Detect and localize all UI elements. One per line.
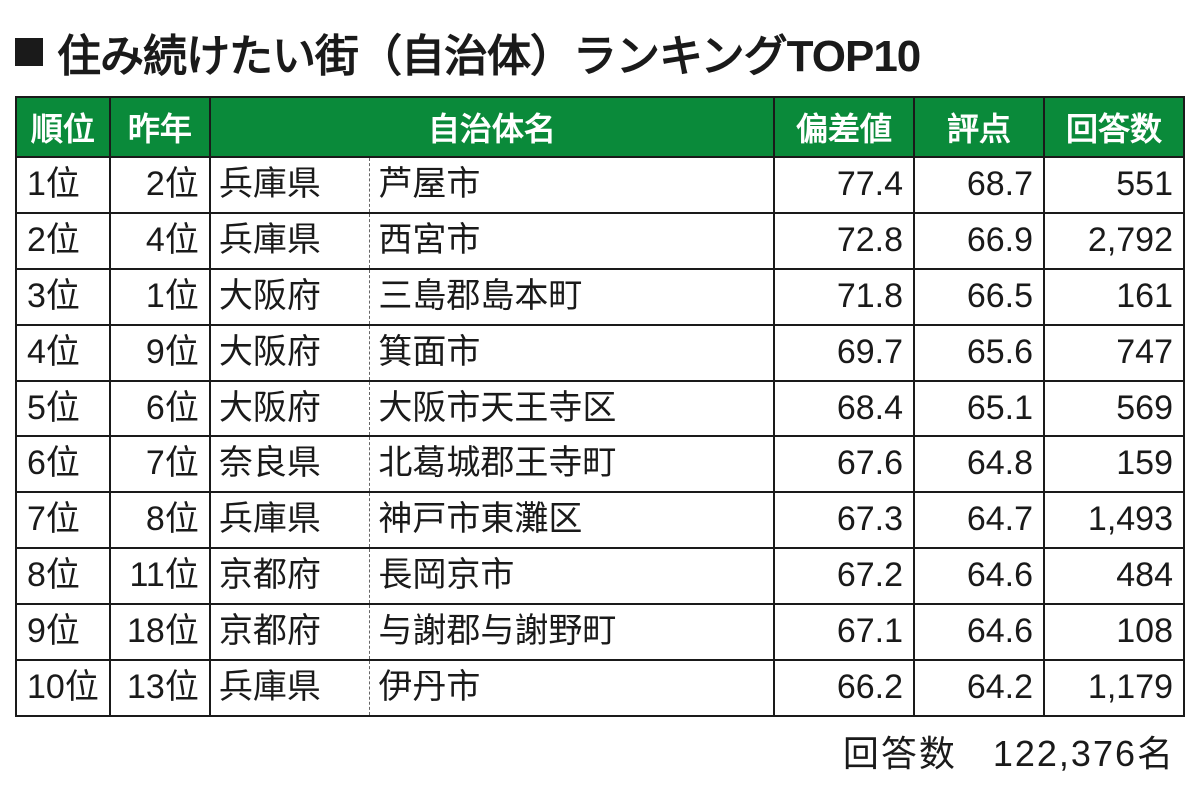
cell-count: 2,792 bbox=[1044, 213, 1184, 269]
cell-prefecture: 京都府 bbox=[210, 604, 370, 660]
footer-label: 回答数 bbox=[843, 733, 957, 774]
cell-prefecture: 兵庫県 bbox=[210, 660, 370, 716]
cell-deviation: 71.8 bbox=[774, 269, 914, 325]
cell-rank: 1位 bbox=[16, 157, 110, 213]
ranking-table: 順位 昨年 自治体名 偏差値 評点 回答数 1位2位兵庫県芦屋市77.468.7… bbox=[15, 96, 1185, 717]
cell-count: 159 bbox=[1044, 436, 1184, 492]
cell-count: 1,493 bbox=[1044, 492, 1184, 548]
cell-city: 箕面市 bbox=[370, 325, 774, 381]
cell-city: 芦屋市 bbox=[370, 157, 774, 213]
table-body: 1位2位兵庫県芦屋市77.468.75512位4位兵庫県西宮市72.866.92… bbox=[16, 157, 1184, 716]
cell-rank: 6位 bbox=[16, 436, 110, 492]
cell-prefecture: 大阪府 bbox=[210, 381, 370, 437]
cell-city: 北葛城郡王寺町 bbox=[370, 436, 774, 492]
cell-prefecture: 兵庫県 bbox=[210, 213, 370, 269]
cell-count: 484 bbox=[1044, 548, 1184, 604]
cell-deviation: 69.7 bbox=[774, 325, 914, 381]
footer-value: 122,376名 bbox=[993, 733, 1175, 774]
title-wrap: 住み続けたい街（自治体）ランキングTOP10 bbox=[15, 20, 1185, 84]
cell-lastyear: 11位 bbox=[110, 548, 210, 604]
col-name: 自治体名 bbox=[210, 97, 774, 157]
cell-count: 161 bbox=[1044, 269, 1184, 325]
cell-lastyear: 18位 bbox=[110, 604, 210, 660]
cell-deviation: 77.4 bbox=[774, 157, 914, 213]
table-row: 10位13位兵庫県伊丹市66.264.21,179 bbox=[16, 660, 1184, 716]
cell-score: 64.7 bbox=[914, 492, 1044, 548]
cell-rank: 10位 bbox=[16, 660, 110, 716]
cell-lastyear: 4位 bbox=[110, 213, 210, 269]
cell-score: 64.6 bbox=[914, 548, 1044, 604]
cell-city: 伊丹市 bbox=[370, 660, 774, 716]
cell-prefecture: 奈良県 bbox=[210, 436, 370, 492]
cell-rank: 7位 bbox=[16, 492, 110, 548]
cell-prefecture: 兵庫県 bbox=[210, 492, 370, 548]
col-deviation: 偏差値 bbox=[774, 97, 914, 157]
col-rank: 順位 bbox=[16, 97, 110, 157]
table-row: 5位6位大阪府大阪市天王寺区68.465.1569 bbox=[16, 381, 1184, 437]
cell-score: 65.1 bbox=[914, 381, 1044, 437]
cell-lastyear: 8位 bbox=[110, 492, 210, 548]
table-row: 3位1位大阪府三島郡島本町71.866.5161 bbox=[16, 269, 1184, 325]
cell-count: 1,179 bbox=[1044, 660, 1184, 716]
col-score: 評点 bbox=[914, 97, 1044, 157]
cell-lastyear: 7位 bbox=[110, 436, 210, 492]
cell-score: 66.9 bbox=[914, 213, 1044, 269]
cell-lastyear: 2位 bbox=[110, 157, 210, 213]
cell-count: 108 bbox=[1044, 604, 1184, 660]
cell-city: 長岡京市 bbox=[370, 548, 774, 604]
cell-deviation: 67.3 bbox=[774, 492, 914, 548]
cell-score: 64.2 bbox=[914, 660, 1044, 716]
cell-rank: 4位 bbox=[16, 325, 110, 381]
cell-rank: 8位 bbox=[16, 548, 110, 604]
table-row: 6位7位奈良県北葛城郡王寺町67.664.8159 bbox=[16, 436, 1184, 492]
cell-rank: 2位 bbox=[16, 213, 110, 269]
cell-count: 569 bbox=[1044, 381, 1184, 437]
footer-total: 回答数 122,376名 bbox=[15, 725, 1185, 777]
cell-prefecture: 大阪府 bbox=[210, 269, 370, 325]
table-header-row: 順位 昨年 自治体名 偏差値 評点 回答数 bbox=[16, 97, 1184, 157]
cell-deviation: 67.6 bbox=[774, 436, 914, 492]
cell-rank: 5位 bbox=[16, 381, 110, 437]
cell-city: 神戸市東灘区 bbox=[370, 492, 774, 548]
col-lastyear: 昨年 bbox=[110, 97, 210, 157]
cell-count: 551 bbox=[1044, 157, 1184, 213]
cell-city: 与謝郡与謝野町 bbox=[370, 604, 774, 660]
cell-score: 65.6 bbox=[914, 325, 1044, 381]
table-row: 8位11位京都府長岡京市67.264.6484 bbox=[16, 548, 1184, 604]
cell-score: 64.8 bbox=[914, 436, 1044, 492]
table-row: 1位2位兵庫県芦屋市77.468.7551 bbox=[16, 157, 1184, 213]
col-count: 回答数 bbox=[1044, 97, 1184, 157]
cell-city: 大阪市天王寺区 bbox=[370, 381, 774, 437]
cell-city: 三島郡島本町 bbox=[370, 269, 774, 325]
title-bullet-icon bbox=[15, 38, 43, 66]
cell-count: 747 bbox=[1044, 325, 1184, 381]
cell-deviation: 67.2 bbox=[774, 548, 914, 604]
table-row: 4位9位大阪府箕面市69.765.6747 bbox=[16, 325, 1184, 381]
page-title: 住み続けたい街（自治体）ランキングTOP10 bbox=[57, 20, 920, 84]
cell-lastyear: 9位 bbox=[110, 325, 210, 381]
cell-deviation: 66.2 bbox=[774, 660, 914, 716]
table-row: 7位8位兵庫県神戸市東灘区67.364.71,493 bbox=[16, 492, 1184, 548]
table-row: 9位18位京都府与謝郡与謝野町67.164.6108 bbox=[16, 604, 1184, 660]
cell-deviation: 72.8 bbox=[774, 213, 914, 269]
cell-score: 68.7 bbox=[914, 157, 1044, 213]
cell-city: 西宮市 bbox=[370, 213, 774, 269]
cell-rank: 9位 bbox=[16, 604, 110, 660]
table-row: 2位4位兵庫県西宮市72.866.92,792 bbox=[16, 213, 1184, 269]
cell-rank: 3位 bbox=[16, 269, 110, 325]
cell-prefecture: 大阪府 bbox=[210, 325, 370, 381]
cell-lastyear: 1位 bbox=[110, 269, 210, 325]
cell-lastyear: 6位 bbox=[110, 381, 210, 437]
cell-deviation: 67.1 bbox=[774, 604, 914, 660]
cell-score: 66.5 bbox=[914, 269, 1044, 325]
cell-score: 64.6 bbox=[914, 604, 1044, 660]
cell-deviation: 68.4 bbox=[774, 381, 914, 437]
cell-lastyear: 13位 bbox=[110, 660, 210, 716]
cell-prefecture: 京都府 bbox=[210, 548, 370, 604]
cell-prefecture: 兵庫県 bbox=[210, 157, 370, 213]
